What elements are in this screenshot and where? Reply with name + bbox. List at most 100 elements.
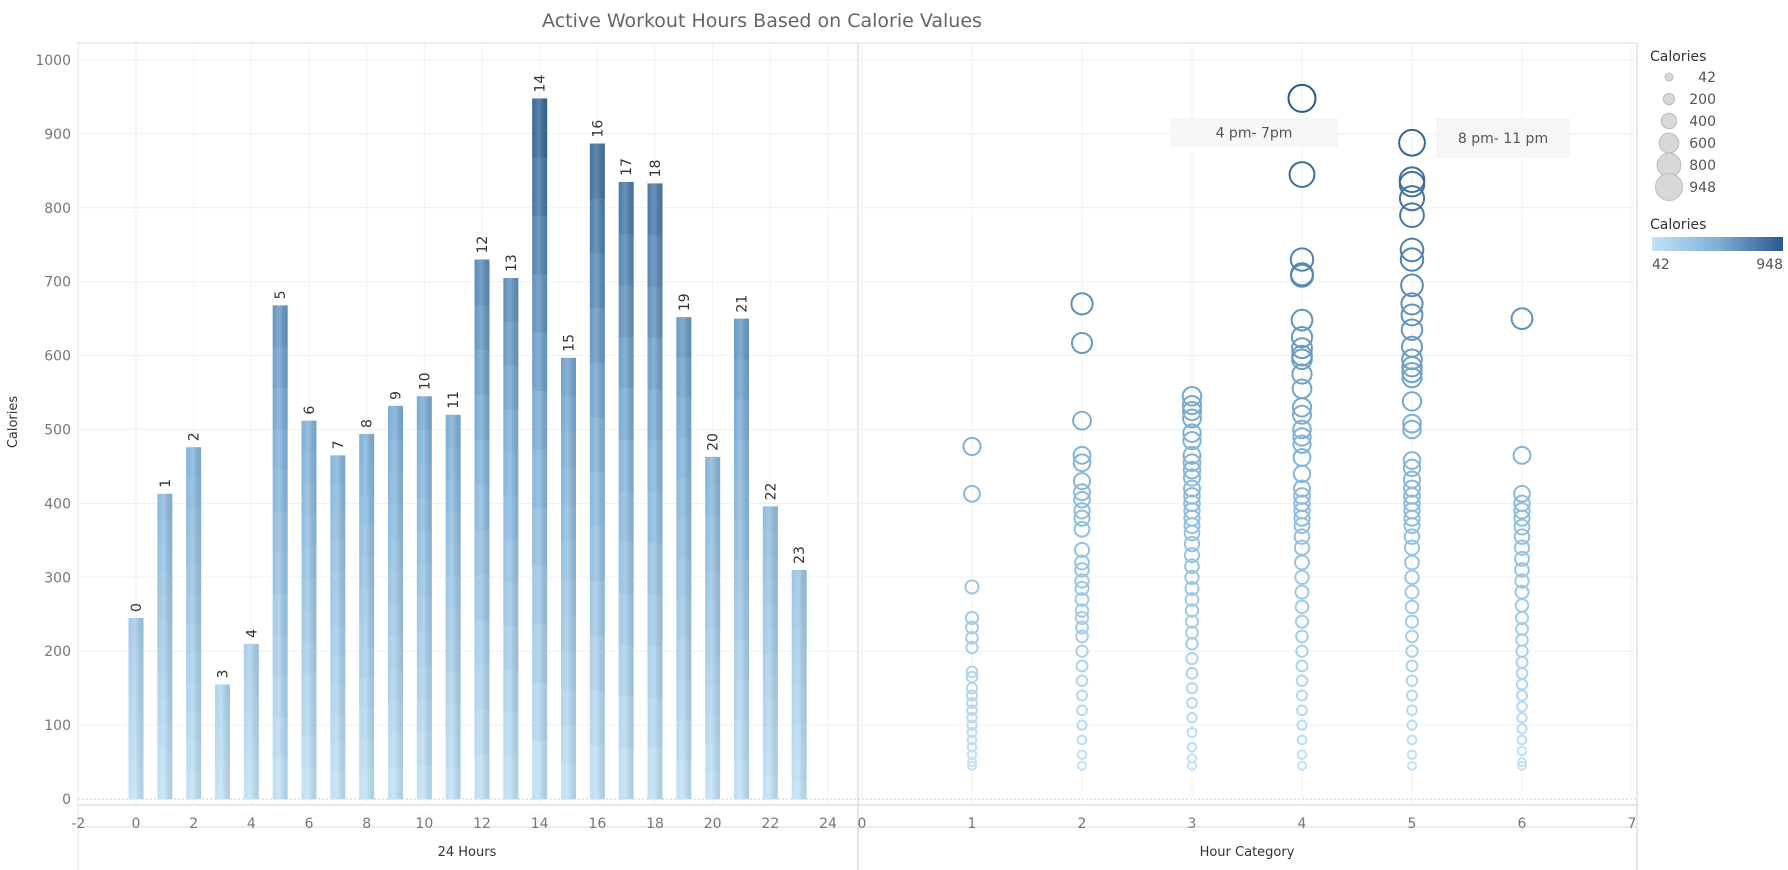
scatter-point [1075, 689, 1089, 702]
x-tick-label: 24 [819, 816, 837, 832]
scatter-point [1404, 584, 1420, 600]
bar-label: 21 [735, 295, 751, 313]
scatter-point [1074, 610, 1090, 626]
scatter-point [965, 689, 979, 702]
scatter-point [1184, 603, 1200, 618]
bar-shade [676, 317, 692, 799]
scatter-point [1405, 644, 1419, 658]
scatter-point [1184, 580, 1200, 596]
size-legend-label: 400 [1689, 114, 1716, 130]
scatter-point [1181, 385, 1203, 407]
scatter-point [1294, 584, 1310, 600]
bar-shade [128, 617, 144, 799]
scatter-column [1181, 385, 1203, 771]
scatter-point [1074, 580, 1090, 596]
scatter-point [1186, 726, 1198, 738]
scatter-point [1406, 719, 1418, 731]
bar-label: 7 [331, 440, 347, 449]
bar [416, 396, 432, 800]
scatter-point [1513, 539, 1531, 556]
scatter-point [1072, 410, 1092, 431]
color-legend-ramp [1652, 237, 1783, 251]
size-legend-item: 948 [1655, 173, 1716, 201]
scatter-point [1070, 292, 1094, 316]
scatter-point [965, 682, 979, 695]
y-tick-label: 500 [44, 423, 71, 439]
bar-label: 9 [389, 391, 405, 400]
bar-label: 1 [158, 479, 174, 488]
scatter-column [1510, 307, 1534, 771]
bar-label: 23 [792, 546, 808, 564]
x-tick-label: 3 [1188, 816, 1197, 832]
scatter-point [1514, 610, 1530, 626]
scatter-point [1510, 307, 1534, 331]
scatter-point [1406, 749, 1418, 760]
scatter-point [1398, 185, 1426, 212]
scatter-point [1295, 689, 1309, 702]
right-x-axis-ticks: 0 1 2 3 4 5 6 7 [858, 816, 1637, 832]
x-tick-label: 7 [1628, 816, 1637, 832]
color-legend-title: Calories [1650, 217, 1706, 233]
scatter-point [1073, 490, 1091, 509]
scatter-point [1402, 419, 1422, 440]
scatter-point [1403, 528, 1421, 545]
bar-label: 8 [360, 419, 376, 428]
scatter-point [1183, 524, 1201, 542]
scatter-point [1181, 394, 1203, 416]
scatter-point [1291, 404, 1313, 425]
bar [186, 447, 202, 800]
scatter-point [966, 704, 978, 717]
scatter-point [1184, 569, 1200, 586]
x-tick-label: 2 [1078, 816, 1087, 832]
scatter-point [1291, 348, 1313, 371]
bar [445, 414, 461, 800]
bar [561, 357, 576, 800]
scatter-point [1400, 273, 1424, 298]
scatter-point [1292, 419, 1312, 440]
y-axis-title: Calories [6, 396, 21, 449]
size-legend-item: 600 [1658, 132, 1716, 154]
scatter-point [1294, 554, 1310, 571]
scatter-point [1406, 704, 1418, 717]
scatter-point [966, 697, 978, 709]
scatter-point [1295, 674, 1309, 687]
scatter-point [1403, 509, 1421, 527]
scatter-point [1404, 599, 1420, 615]
scatter-point [1513, 528, 1531, 545]
bar-shade [301, 420, 317, 799]
scatter-point [1290, 326, 1314, 349]
scatter-point [1514, 550, 1530, 567]
y-tick-label: 300 [44, 570, 71, 586]
x-tick-label: 1 [968, 816, 977, 832]
size-legend-swatch [1664, 72, 1674, 82]
size-legend-swatch [1655, 173, 1683, 201]
scatter-point [1074, 562, 1090, 578]
bar [791, 569, 807, 800]
scatter-point [1295, 629, 1309, 644]
x-tick-label: 5 [1408, 816, 1417, 832]
bar [388, 405, 403, 800]
scatter-point [963, 484, 981, 503]
size-legend-items: 42 200 400 600 800 948 [1655, 70, 1716, 201]
bar-label: 17 [619, 158, 635, 176]
y-tick-label: 1000 [35, 53, 71, 69]
scatter-point [1404, 554, 1420, 571]
bar [301, 420, 317, 800]
scatter-point [1290, 308, 1314, 332]
scatter-point [1400, 292, 1424, 316]
scatter-point [1398, 170, 1426, 198]
scatter-point [1076, 704, 1088, 717]
scatter-column [1287, 83, 1317, 771]
scatter-point [1516, 734, 1528, 746]
scatter-point [1186, 741, 1198, 753]
y-tick-label: 800 [44, 201, 71, 217]
bar-label: 12 [475, 236, 491, 254]
scatter-point [1186, 711, 1198, 724]
scatter-point [1399, 247, 1425, 272]
size-legend-swatch [1658, 132, 1680, 154]
bar-shade [445, 414, 461, 799]
scatter-point [1405, 659, 1419, 673]
bar-label: 20 [706, 433, 722, 451]
scatter-point [1294, 569, 1310, 586]
x-tick-label: 4 [247, 816, 256, 832]
